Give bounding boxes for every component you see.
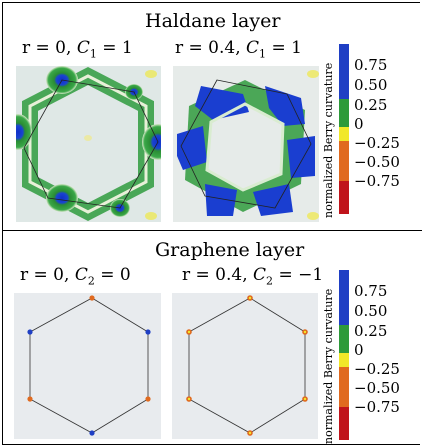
haldane-tick-025: 0.25 <box>354 96 387 114</box>
haldane-title: Haldane layer <box>145 10 280 32</box>
graphene-tick-m075: −0.75 <box>354 398 400 416</box>
haldane-panel-1-label: r = 0, C1 = 1 <box>22 38 133 60</box>
graphene-title: Graphene layer <box>155 239 304 261</box>
graphene-tick-025: 0.25 <box>354 322 387 340</box>
graphene-colorbar-label: normalized Berry curvature <box>322 284 335 444</box>
haldane-tick-0: 0 <box>354 115 364 133</box>
haldane-tick-050: 0.50 <box>354 76 387 94</box>
haldane-tick-m025: −0.25 <box>354 134 400 152</box>
graphene-panel-2-label: r = 0.4, C2 = −1 <box>182 265 323 287</box>
graphene-tick-m025: −0.25 <box>354 360 400 378</box>
haldane-panel-2-label: r = 0.4, C1 = 1 <box>175 38 302 60</box>
graphene-colorbar <box>339 270 353 440</box>
graphene-tick-075: 0.75 <box>354 282 387 300</box>
haldane-colorbar <box>339 44 353 214</box>
haldane-berry-map-r04 <box>173 66 319 222</box>
haldane-colorbar-label: normalized Berry curvature <box>322 58 335 218</box>
haldane-tick-075: 0.75 <box>354 56 387 74</box>
graphene-panel-1-label: r = 0, C2 = 0 <box>20 265 131 287</box>
graphene-berry-map-r04 <box>172 293 318 439</box>
graphene-tick-050: 0.50 <box>354 302 387 320</box>
section-divider <box>2 230 422 231</box>
haldane-tick-m050: −0.50 <box>354 153 400 171</box>
graphene-berry-map-r0 <box>14 293 161 439</box>
graphene-tick-0: 0 <box>354 341 364 359</box>
haldane-tick-m075: −0.75 <box>354 172 400 190</box>
haldane-berry-map-r0 <box>16 66 161 222</box>
graphene-tick-m050: −0.50 <box>354 379 400 397</box>
